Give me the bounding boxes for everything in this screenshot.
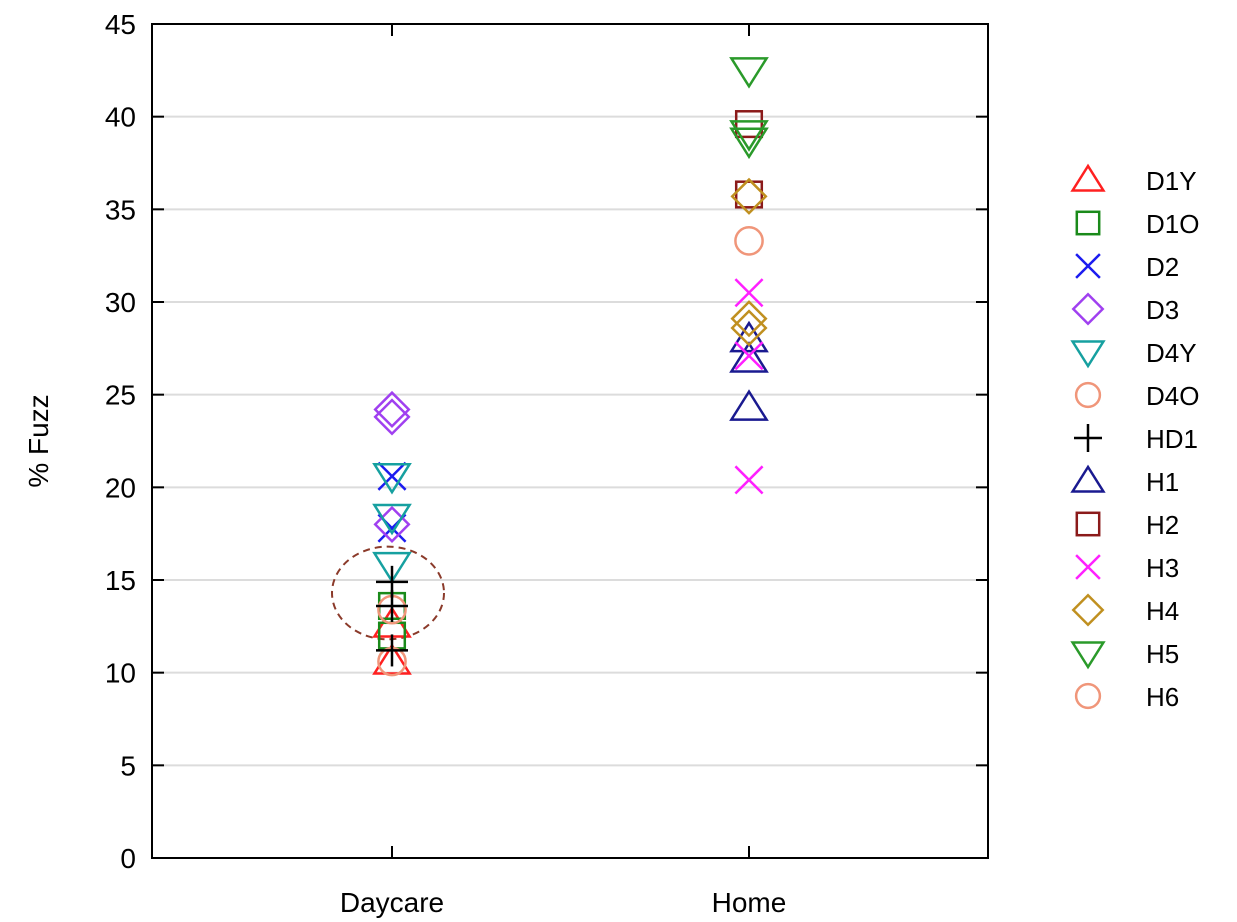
- data-point-h3: [734, 341, 764, 371]
- legend-item: H6: [1074, 682, 1179, 712]
- data-point-d1y: [372, 643, 412, 675]
- legend-item: HD1: [1074, 424, 1198, 454]
- legend-marker-h3: [1075, 554, 1101, 580]
- legend-marker-d4o: [1074, 381, 1102, 409]
- legend-marker-h6: [1074, 682, 1102, 710]
- legend-item: D2: [1075, 252, 1179, 282]
- legend-item: H3: [1075, 553, 1179, 583]
- data-point-d3: [373, 398, 411, 436]
- legend-marker-hd1: [1074, 424, 1102, 452]
- data-point-h3: [734, 278, 764, 308]
- data-point-h1: [729, 341, 769, 373]
- y-tick-label: 40: [105, 102, 136, 133]
- legend-label: H2: [1146, 510, 1179, 540]
- y-tick-label: 20: [105, 472, 136, 503]
- y-tick-label: 0: [120, 843, 136, 874]
- data-point-h2: [734, 180, 764, 209]
- legend-marker-h2: [1075, 511, 1101, 537]
- legend-item: H5: [1070, 639, 1179, 670]
- legend-item: H1: [1070, 464, 1179, 497]
- y-axis-label: % Fuzz: [23, 394, 54, 487]
- data-point-h3: [734, 465, 764, 495]
- axis-ticks: [152, 23, 988, 859]
- legend-label: D3: [1146, 295, 1179, 325]
- y-tick-label: 5: [120, 750, 136, 781]
- legend-marker-h1: [1070, 464, 1106, 493]
- data-point-h5: [729, 57, 769, 89]
- data-point-h6: [734, 225, 764, 256]
- grid-lines: [152, 115, 988, 767]
- data-point-d3: [373, 390, 411, 429]
- legend: D1Y D1O D2 D3 D4Y D4O HD1 H1 H2 H3 H4 H5 H6: [1070, 163, 1199, 712]
- legend-item: D1Y: [1070, 163, 1197, 196]
- legend-item: H4: [1071, 593, 1179, 627]
- y-tick-label: 25: [105, 380, 136, 411]
- legend-marker-d1y: [1070, 163, 1106, 192]
- y-tick-label: 45: [105, 9, 136, 40]
- y-tick-label: 35: [105, 194, 136, 225]
- legend-item: H2: [1075, 510, 1179, 540]
- data-point-h1: [729, 389, 769, 421]
- plot-frame: [151, 23, 989, 859]
- data-point-h4: [730, 177, 768, 215]
- x-tick-label: Home: [712, 887, 787, 918]
- data-points: [372, 57, 769, 677]
- legend-label: H4: [1146, 596, 1179, 626]
- y-tick-labels: 0 5 10 15 20 25 30 35 40 45: [105, 9, 136, 874]
- annotations: [331, 545, 445, 641]
- data-point-d4y: [372, 503, 412, 536]
- data-point-h5: [729, 127, 769, 160]
- data-point-d2: [377, 461, 407, 491]
- legend-label: D4Y: [1146, 338, 1197, 368]
- y-tick-label: 10: [105, 658, 136, 689]
- data-point-hd1: [376, 589, 408, 622]
- data-point-d4y: [372, 551, 412, 584]
- highlight-ellipse: [331, 545, 445, 641]
- legend-marker-h5: [1070, 641, 1106, 670]
- x-tick-label: Daycare: [340, 887, 444, 918]
- legend-marker-h4: [1071, 593, 1105, 627]
- legend-label: D4O: [1146, 381, 1199, 411]
- legend-label: H3: [1146, 553, 1179, 583]
- legend-marker-d4y: [1070, 340, 1106, 369]
- legend-marker-d2: [1075, 253, 1101, 279]
- data-point-h4: [730, 309, 768, 347]
- legend-label: D2: [1146, 252, 1179, 282]
- data-point-h5: [729, 120, 769, 152]
- legend-label: D1O: [1146, 209, 1199, 239]
- legend-item: D1O: [1075, 209, 1199, 239]
- legend-item: D4O: [1074, 381, 1199, 411]
- legend-marker-d1o: [1075, 210, 1101, 236]
- legend-label: H5: [1146, 639, 1179, 669]
- data-point-h2: [734, 110, 764, 139]
- x-tick-labels: Daycare Home: [340, 887, 786, 918]
- legend-label: HD1: [1146, 424, 1198, 454]
- y-tick-label: 30: [105, 287, 136, 318]
- legend-item: D3: [1071, 292, 1179, 326]
- data-point-hd1: [376, 634, 408, 667]
- legend-marker-d3: [1071, 292, 1105, 326]
- data-point-d4y: [372, 462, 412, 495]
- y-tick-label: 15: [105, 565, 136, 596]
- legend-label: H1: [1146, 467, 1179, 497]
- legend-item: D4Y: [1070, 338, 1197, 369]
- legend-label: H6: [1146, 682, 1179, 712]
- legend-label: D1Y: [1146, 166, 1197, 196]
- data-point-d3: [373, 505, 411, 543]
- data-point-h4: [730, 300, 768, 338]
